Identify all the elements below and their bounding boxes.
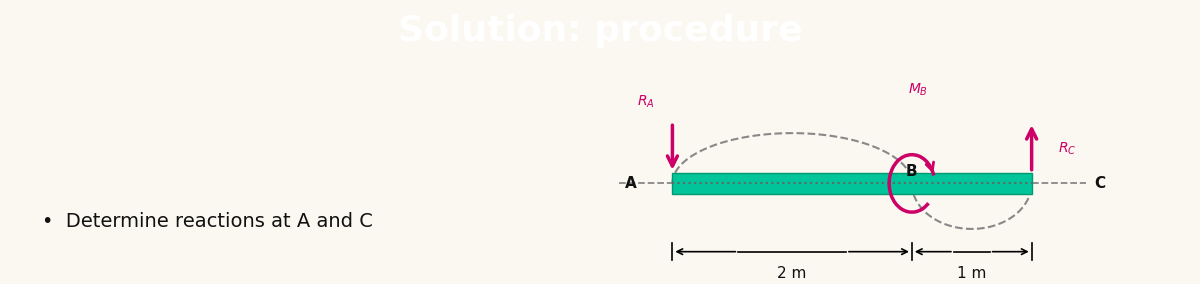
Text: A: A <box>625 176 636 191</box>
Text: C: C <box>1094 176 1105 191</box>
Text: $R_A$: $R_A$ <box>637 94 655 110</box>
Text: Solution: procedure: Solution: procedure <box>397 14 803 48</box>
Text: •  Determine reactions at A and C: • Determine reactions at A and C <box>42 212 373 231</box>
Text: $M_B$: $M_B$ <box>908 82 928 98</box>
Bar <box>672 173 1032 194</box>
Text: 2 m: 2 m <box>778 266 806 281</box>
Text: $R_C$: $R_C$ <box>1058 141 1076 157</box>
Text: B: B <box>906 164 918 179</box>
Text: 1 m: 1 m <box>958 266 986 281</box>
